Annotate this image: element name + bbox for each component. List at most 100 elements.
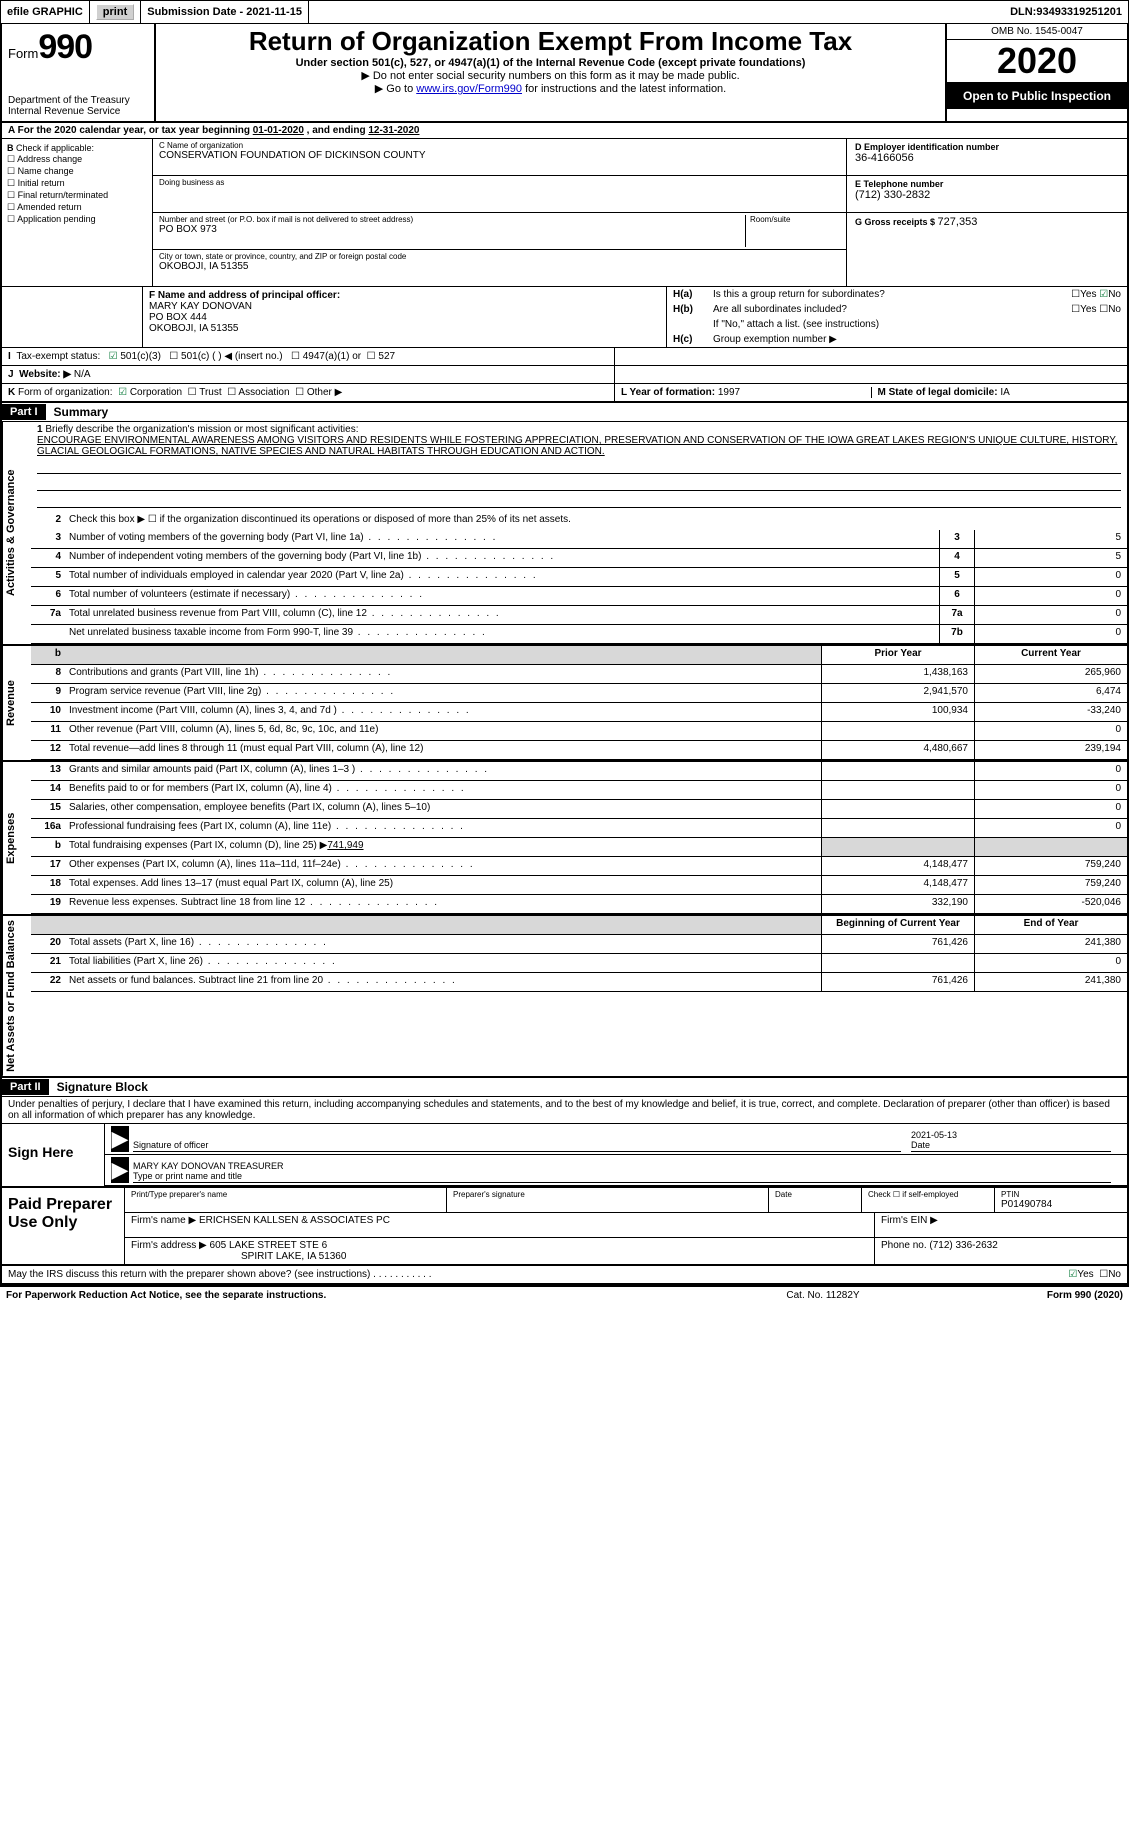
sidelabel-governance: Activities & Governance [2, 422, 31, 644]
year-formation: 1997 [718, 387, 740, 398]
chk-association[interactable] [227, 387, 236, 398]
discuss-yes[interactable] [1068, 1269, 1077, 1280]
chk-application-pending[interactable]: Application pending [7, 214, 147, 225]
form-title: Return of Organization Exempt From Incom… [162, 26, 939, 57]
chk-address-change[interactable]: Address change [7, 154, 147, 165]
cy-11: 0 [974, 722, 1127, 740]
hb-no[interactable] [1099, 304, 1108, 315]
hb-yes[interactable] [1071, 304, 1080, 315]
dln: DLN: 93493319251201 [1004, 1, 1128, 23]
col-b-checkboxes: B Check if applicable: Address change Na… [2, 139, 153, 286]
instructions-link[interactable]: www.irs.gov/Form990 [416, 83, 522, 95]
officer-street: PO BOX 444 [149, 312, 660, 323]
city-label: City or town, state or province, country… [159, 252, 840, 261]
section-fh: F Name and address of principal officer:… [2, 287, 1127, 348]
chk-trust[interactable] [188, 387, 197, 398]
chk-4947[interactable] [291, 351, 300, 362]
line-19: Revenue less expenses. Subtract line 18 … [65, 895, 821, 913]
section-net-assets: Net Assets or Fund Balances Beginning of… [2, 916, 1127, 1078]
print-button[interactable]: print [96, 4, 134, 20]
part-ii-title: Signature Block [49, 1078, 156, 1096]
officer-name: MARY KAY DONOVAN [149, 301, 660, 312]
hc-text: Group exemption number ▶ [713, 334, 1121, 345]
chk-501c3[interactable] [109, 351, 121, 362]
py-10: 100,934 [821, 703, 974, 721]
py-17: 4,148,477 [821, 857, 974, 875]
val-7b: 0 [974, 625, 1127, 643]
part-i-label: Part I [2, 404, 46, 420]
py-13 [821, 762, 974, 780]
subtitle-3: Go to www.irs.gov/Form990 for instructio… [162, 82, 939, 95]
dept-label: Department of the Treasury [8, 95, 148, 106]
line-11: Other revenue (Part VIII, column (A), li… [65, 722, 821, 740]
firm-phone-label: Phone no. [881, 1240, 929, 1251]
line-6: Total number of volunteers (estimate if … [65, 587, 939, 605]
cy-9: 6,474 [974, 684, 1127, 702]
footer-line: For Paperwork Reduction Act Notice, see … [0, 1287, 1129, 1304]
py-11 [821, 722, 974, 740]
py-14 [821, 781, 974, 799]
self-employed-label: Check ☐ if self-employed [868, 1190, 988, 1199]
chk-initial-return[interactable]: Initial return [7, 178, 147, 189]
part-ii-label: Part II [2, 1079, 49, 1095]
chk-501c[interactable] [169, 351, 178, 362]
line-16b: Total fundraising expenses (Part IX, col… [65, 838, 821, 856]
col-boy: Beginning of Current Year [821, 916, 974, 934]
line-20: Total assets (Part X, line 16) [65, 935, 821, 953]
ha-yes[interactable] [1071, 289, 1080, 300]
subtitle-1: Under section 501(c), 527, or 4947(a)(1)… [162, 57, 939, 69]
org-name-label: C Name of organization [159, 141, 840, 150]
state-domicile: IA [1000, 387, 1009, 398]
officer-label: F Name and address of principal officer: [149, 290, 340, 301]
chk-other[interactable] [295, 387, 304, 398]
sign-here-label: Sign Here [2, 1124, 105, 1186]
suite-label: Room/suite [750, 215, 840, 224]
row-j-website: J Website: ▶ N/A [2, 366, 1127, 384]
col-h-group: H(a) Is this a group return for subordin… [667, 287, 1127, 347]
part-ii-header: Part II Signature Block [2, 1078, 1127, 1097]
phone-value: (712) 330-2832 [855, 189, 1119, 201]
val-16b: 741,949 [327, 840, 363, 851]
chk-527[interactable] [367, 351, 376, 362]
sign-date: 2021-05-13 [911, 1130, 1111, 1140]
signature-field[interactable]: Signature of officer [133, 1140, 901, 1152]
hb-text: Are all subordinates included? [713, 304, 1011, 315]
form-title-block: Return of Organization Exempt From Incom… [156, 24, 945, 121]
val-7a: 0 [974, 606, 1127, 624]
ha-no[interactable] [1099, 289, 1108, 300]
arrow-icon: ▶ [111, 1157, 129, 1183]
py-8: 1,438,163 [821, 665, 974, 683]
line-13: Grants and similar amounts paid (Part IX… [65, 762, 821, 780]
chk-corporation[interactable] [118, 387, 130, 398]
row-a-taxyear: A For the 2020 calendar year, or tax yea… [2, 123, 1127, 139]
line-14: Benefits paid to or for members (Part IX… [65, 781, 821, 799]
firm-addr-label: Firm's address ▶ [131, 1240, 207, 1251]
preparer-sig-label: Preparer's signature [453, 1190, 762, 1199]
line-9: Program service revenue (Part VIII, line… [65, 684, 821, 702]
py-16a [821, 819, 974, 837]
cy-10: -33,240 [974, 703, 1127, 721]
discuss-row: May the IRS discuss this return with the… [2, 1266, 1127, 1285]
discuss-no[interactable] [1099, 1269, 1108, 1280]
py-12: 4,480,667 [821, 741, 974, 759]
chk-name-change[interactable]: Name change [7, 166, 147, 177]
firm-phone: (712) 336-2632 [929, 1240, 997, 1251]
line-12: Total revenue—add lines 8 through 11 (mu… [65, 741, 821, 759]
line-10: Investment income (Part VIII, column (A)… [65, 703, 821, 721]
eoy-20: 241,380 [974, 935, 1127, 953]
city-value: OKOBOJI, IA 51355 [159, 261, 840, 272]
cy-13: 0 [974, 762, 1127, 780]
col-current-year: Current Year [974, 646, 1127, 664]
cy-8: 265,960 [974, 665, 1127, 683]
dba-label: Doing business as [159, 178, 840, 187]
row-k-form-org: K Form of organization: Corporation Trus… [2, 384, 1127, 403]
chk-amended-return[interactable]: Amended return [7, 202, 147, 213]
chk-final-return[interactable]: Final return/terminated [7, 190, 147, 201]
eoy-22: 241,380 [974, 973, 1127, 991]
line-16a: Professional fundraising fees (Part IX, … [65, 819, 821, 837]
preparer-date-label: Date [775, 1190, 855, 1199]
py-15 [821, 800, 974, 818]
officer-printed-name: MARY KAY DONOVAN TREASURER [133, 1161, 1111, 1171]
ein-label: D Employer identification number [855, 142, 1119, 152]
officer-city: OKOBOJI, IA 51355 [149, 323, 660, 334]
